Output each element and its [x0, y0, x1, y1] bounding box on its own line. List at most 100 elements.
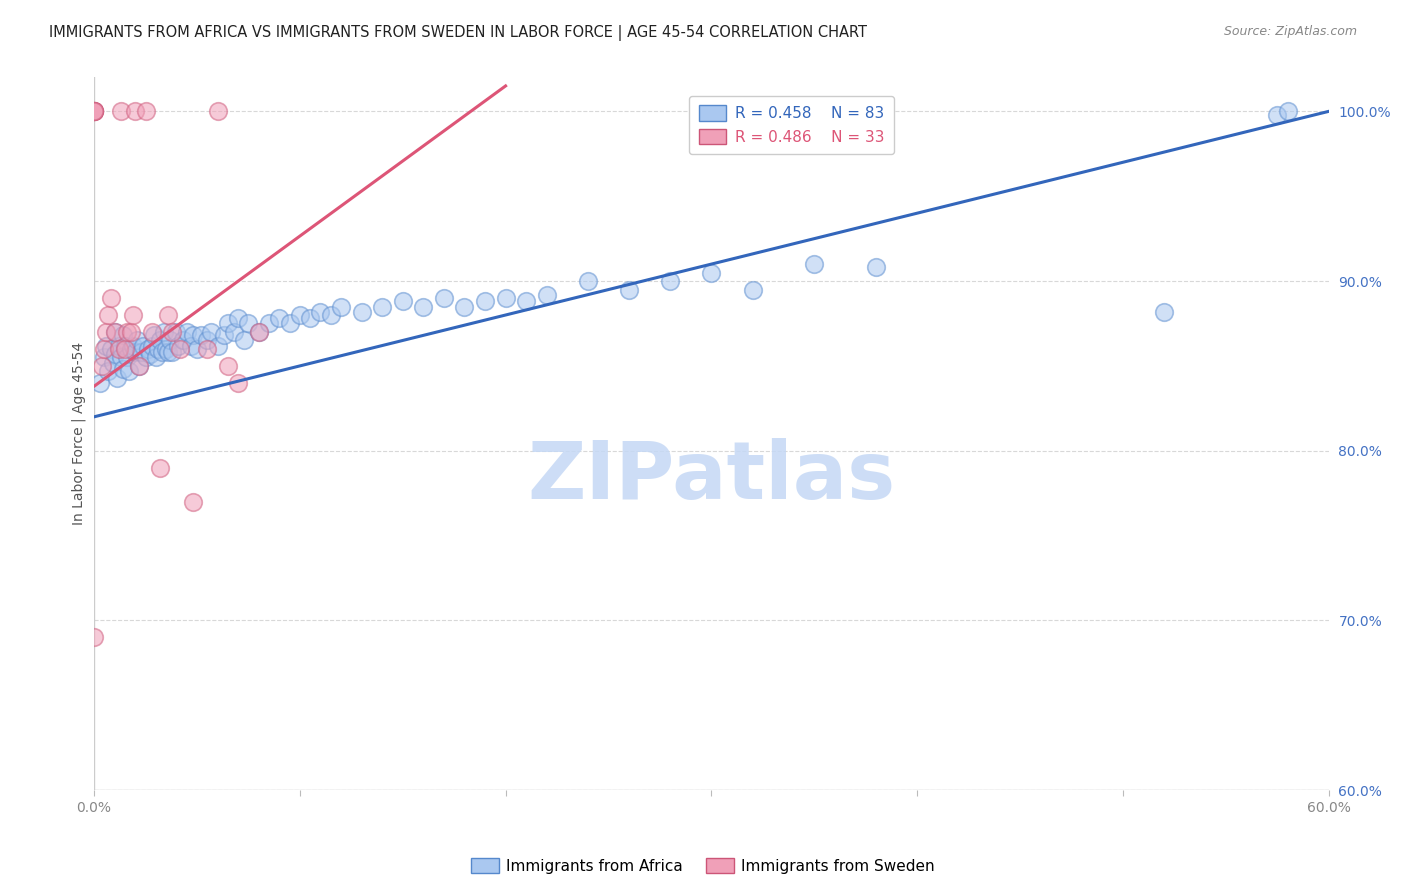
Point — [453, 300, 475, 314]
Point — [83, 104, 105, 119]
Point — [146, 342, 169, 356]
Point — [330, 300, 353, 314]
Point — [134, 104, 156, 119]
Point — [105, 371, 128, 385]
Point — [172, 334, 194, 348]
Point — [157, 345, 180, 359]
Point — [115, 325, 138, 339]
Point — [617, 283, 640, 297]
Point — [288, 308, 311, 322]
Point — [124, 345, 146, 359]
Point — [659, 274, 682, 288]
Point — [238, 317, 260, 331]
Point — [115, 351, 138, 365]
Point — [167, 338, 190, 352]
Point — [217, 359, 239, 373]
Point — [122, 338, 145, 352]
Point — [309, 304, 332, 318]
Point — [155, 342, 177, 356]
Point — [212, 328, 235, 343]
Point — [233, 334, 256, 348]
Point — [207, 104, 229, 119]
Point — [180, 338, 202, 352]
Point — [495, 291, 517, 305]
Point — [136, 342, 159, 356]
Point — [700, 266, 723, 280]
Point — [104, 325, 127, 339]
Legend: R = 0.458    N = 83, R = 0.486    N = 33: R = 0.458 N = 83, R = 0.486 N = 33 — [689, 95, 894, 153]
Point — [96, 325, 118, 339]
Point — [83, 104, 105, 119]
Point — [111, 362, 134, 376]
Point — [107, 342, 129, 356]
Point — [120, 325, 142, 339]
Point — [1153, 304, 1175, 318]
Point — [162, 345, 184, 359]
Point — [247, 325, 270, 339]
Point — [114, 338, 136, 352]
Point — [576, 274, 599, 288]
Point — [278, 317, 301, 331]
Point — [128, 359, 150, 373]
Point — [350, 304, 373, 318]
Point — [83, 631, 105, 645]
Point — [145, 351, 167, 365]
Point — [222, 325, 245, 339]
Point — [97, 308, 120, 322]
Text: IMMIGRANTS FROM AFRICA VS IMMIGRANTS FROM SWEDEN IN LABOR FORCE | AGE 45-54 CORR: IMMIGRANTS FROM AFRICA VS IMMIGRANTS FRO… — [49, 25, 868, 41]
Point — [142, 328, 165, 343]
Point — [269, 311, 291, 326]
Point — [107, 338, 129, 352]
Point — [104, 347, 127, 361]
Point — [114, 342, 136, 356]
Point — [110, 351, 132, 365]
Text: Source: ZipAtlas.com: Source: ZipAtlas.com — [1223, 25, 1357, 38]
Point — [138, 347, 160, 361]
Point — [83, 104, 105, 119]
Point — [153, 325, 176, 339]
Point — [157, 308, 180, 322]
Point — [120, 342, 142, 356]
Point — [89, 376, 111, 390]
Point — [319, 308, 342, 322]
Point — [83, 104, 105, 119]
Point — [474, 294, 496, 309]
Point — [159, 334, 181, 348]
Point — [865, 260, 887, 275]
Point — [122, 308, 145, 322]
Point — [247, 325, 270, 339]
Point — [186, 342, 208, 356]
Point — [195, 342, 218, 356]
Point — [91, 359, 114, 373]
Y-axis label: In Labor Force | Age 45-54: In Labor Force | Age 45-54 — [72, 343, 86, 525]
Point — [169, 342, 191, 356]
Point — [195, 334, 218, 348]
Point — [391, 294, 413, 309]
Point — [141, 338, 163, 352]
Point — [93, 351, 115, 365]
Point — [741, 283, 763, 297]
Point — [412, 300, 434, 314]
Point — [83, 104, 105, 119]
Point — [181, 328, 204, 343]
Point — [190, 328, 212, 343]
Point — [118, 364, 141, 378]
Point — [207, 338, 229, 352]
Point — [93, 342, 115, 356]
Point — [1265, 108, 1288, 122]
Point — [128, 359, 150, 373]
Point — [149, 460, 172, 475]
Point — [96, 338, 118, 352]
Point — [803, 257, 825, 271]
Point — [371, 300, 394, 314]
Point — [226, 376, 249, 390]
Point — [83, 104, 105, 119]
Point — [536, 287, 558, 301]
Point — [127, 334, 149, 348]
Point — [181, 494, 204, 508]
Point — [257, 317, 280, 331]
Point — [124, 104, 146, 119]
Point — [97, 364, 120, 378]
Legend: Immigrants from Africa, Immigrants from Sweden: Immigrants from Africa, Immigrants from … — [465, 852, 941, 880]
Point — [131, 345, 153, 359]
